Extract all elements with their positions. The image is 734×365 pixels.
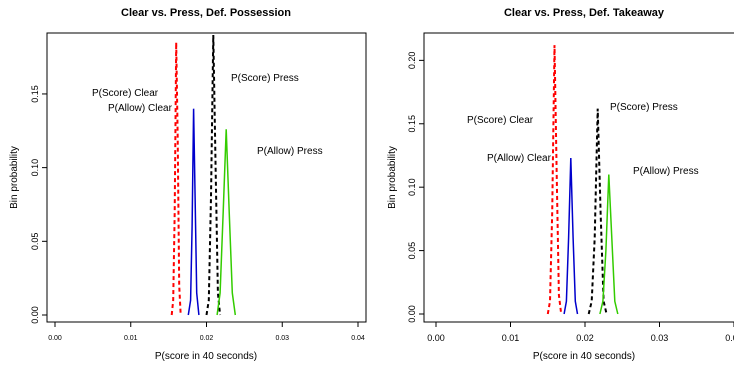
annotation-allow-press: P(Allow) Press <box>257 146 323 157</box>
x-tick-label: 0.01 <box>502 333 520 343</box>
y-tick-label: 0.00 <box>30 306 40 324</box>
x-tick-label: 0.01 <box>124 335 138 342</box>
chart-title: Clear vs. Press, Def. Takeaway <box>504 7 665 19</box>
x-tick-label: 0.02 <box>200 335 214 342</box>
x-tick-label: 0.04 <box>351 335 365 342</box>
series-score-press <box>205 34 222 316</box>
x-tick-label: 0.04 <box>725 333 734 343</box>
x-tick-label: 0.00 <box>427 333 445 343</box>
annotation-allow-clear: P(Allow) Clear <box>108 103 173 114</box>
y-axis-label: Bin probability <box>387 146 398 209</box>
annotation-score-clear: P(Score) Clear <box>92 88 159 99</box>
y-tick-label: 0.20 <box>407 52 417 70</box>
x-axis-label: P(score in 40 seconds) <box>533 351 635 362</box>
y-tick-label: 0.05 <box>407 242 417 260</box>
y-tick-label: 0.10 <box>407 178 417 196</box>
y-tick-label: 0.05 <box>30 233 40 251</box>
series-allow-clear <box>563 157 579 315</box>
plot-frame <box>46 32 367 323</box>
x-tick-label: 0.03 <box>651 333 669 343</box>
y-tick-label: 0.10 <box>30 159 40 177</box>
annotation-score-clear: P(Score) Clear <box>467 115 534 126</box>
annotation-allow-press: P(Allow) Press <box>633 166 699 177</box>
series-allow-clear <box>187 108 200 316</box>
annotation-score-press: P(Score) Press <box>231 73 299 84</box>
chart-panel-takeaway: Clear vs. Press, Def. Takeaway Bin proba… <box>387 7 734 362</box>
x-tick-label: 0.02 <box>576 333 594 343</box>
y-tick-label: 0.15 <box>30 85 40 103</box>
series-score-clear <box>546 45 563 315</box>
chart-panel-possession: Clear vs. Press, Def. Possession Bin pro… <box>9 7 367 362</box>
y-axis-label: Bin probability <box>9 146 20 209</box>
series-allow-press <box>216 129 237 316</box>
annotation-allow-clear: P(Allow) Clear <box>487 153 552 164</box>
x-tick-label: 0.03 <box>275 335 289 342</box>
series-score-press <box>587 108 608 315</box>
x-axis-label: P(score in 40 seconds) <box>155 351 257 362</box>
y-tick-label: 0.00 <box>407 305 417 323</box>
y-tick-label: 0.15 <box>407 115 417 133</box>
series-score-clear <box>170 42 182 316</box>
series-allow-press <box>599 174 619 315</box>
plot-frame <box>423 32 734 323</box>
x-tick-label: 0.00 <box>48 335 62 342</box>
annotation-score-press: P(Score) Press <box>610 102 678 113</box>
chart-title: Clear vs. Press, Def. Possession <box>121 7 291 19</box>
